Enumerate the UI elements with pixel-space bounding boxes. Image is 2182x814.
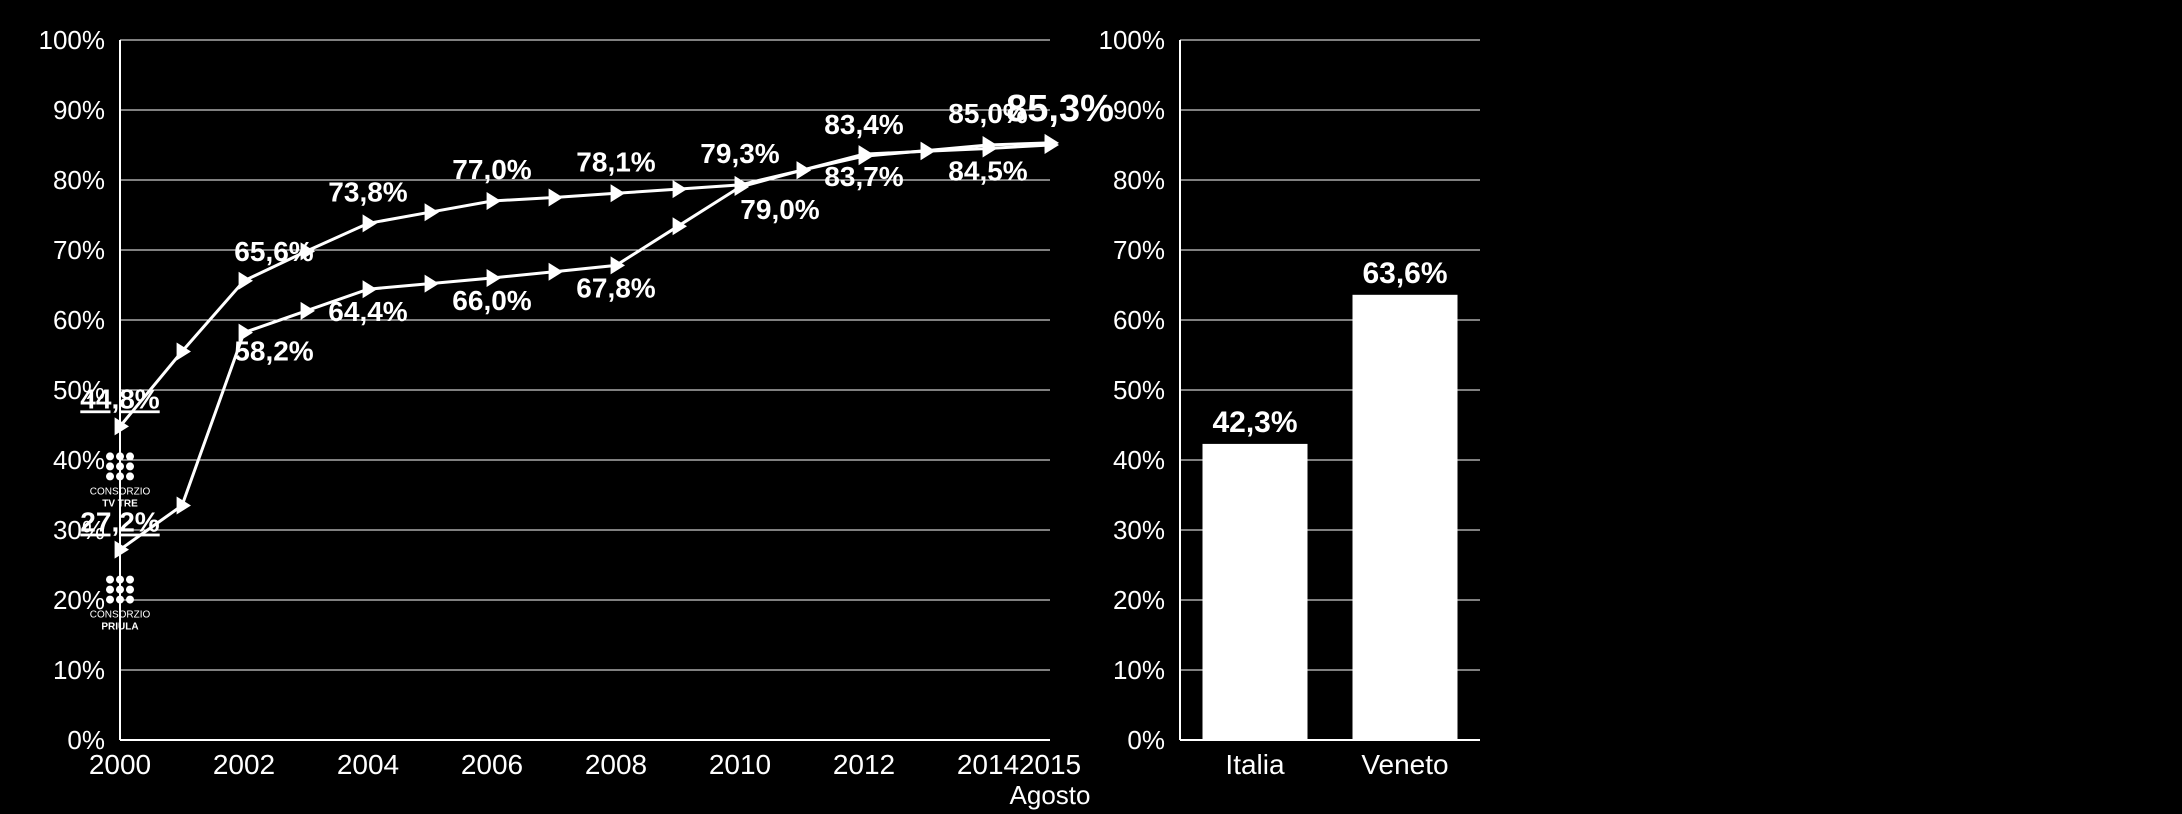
data-label: 66,0% <box>452 285 531 316</box>
y-tick-label: 10% <box>1113 655 1165 685</box>
marker-triangle <box>363 214 377 232</box>
marker-triangle <box>239 272 253 290</box>
dot-icon <box>106 472 114 480</box>
y-tick-label: 40% <box>53 445 105 475</box>
dot-icon <box>116 586 124 594</box>
marker-triangle <box>549 189 563 207</box>
marker-triangle <box>301 302 315 320</box>
bar-category-label: Italia <box>1225 749 1285 780</box>
dot-icon <box>116 472 124 480</box>
y-tick-label: 90% <box>1113 95 1165 125</box>
marker-triangle <box>921 142 935 160</box>
y-tick-label: 20% <box>1113 585 1165 615</box>
bar <box>1203 444 1308 740</box>
chart-svg: 0% 10% 20% 30% 40% 50% 60% 70% 80% 90% 100% 2000 200… <box>0 0 2182 814</box>
y-tick-label: 10% <box>53 655 105 685</box>
x-tick-label: 2014 <box>957 749 1019 780</box>
y-tick-label: 0% <box>1127 725 1165 755</box>
y-tick-label: 80% <box>53 165 105 195</box>
x-tick-label: 2010 <box>709 749 771 780</box>
marker-triangle <box>673 217 687 235</box>
marker-triangle <box>549 263 563 281</box>
data-label: 84,5% <box>948 156 1027 187</box>
dot-icon <box>116 596 124 604</box>
dot-icon <box>106 576 114 584</box>
x-tick-label: 2008 <box>585 749 647 780</box>
data-label: 67,8% <box>576 272 655 303</box>
dot-icon <box>126 586 134 594</box>
data-label: 64,4% <box>328 296 407 327</box>
y-tick-label: 60% <box>1113 305 1165 335</box>
dot-icon <box>116 576 124 584</box>
y-tick-label: 70% <box>53 235 105 265</box>
data-label: 58,2% <box>234 336 313 367</box>
data-label: 79,0% <box>740 194 819 225</box>
dot-icon <box>126 452 134 460</box>
data-label: 77,0% <box>452 154 531 185</box>
dot-icon <box>126 596 134 604</box>
bar-category-label: Veneto <box>1361 749 1448 780</box>
data-label: 27,2% <box>80 507 159 538</box>
bar-chart: 0% 10% 20% 30% 40% 50% 60% 70% 80% 90% 100% 42,3% It… <box>1099 25 1481 780</box>
data-label: 79,3% <box>700 138 779 169</box>
dot-icon <box>116 452 124 460</box>
dot-icon <box>126 462 134 470</box>
y-tick-label: 100% <box>39 25 106 55</box>
y-tick-label: 40% <box>1113 445 1165 475</box>
data-label: 85,3% <box>1006 88 1114 130</box>
marker-triangle <box>797 161 811 179</box>
x-tick-label: 2006 <box>461 749 523 780</box>
marker-triangle <box>487 192 501 210</box>
dot-icon <box>106 586 114 594</box>
y-tick-label: 60% <box>53 305 105 335</box>
icon-label: CONSORZIO <box>90 610 151 621</box>
dot-icon <box>116 462 124 470</box>
marker-triangle <box>425 275 439 293</box>
y-tick-label: 100% <box>1099 25 1166 55</box>
bar-value-label: 42,3% <box>1212 406 1297 439</box>
dot-icon <box>106 452 114 460</box>
marker-triangle <box>611 184 625 202</box>
x-tick-label: 2015 <box>1019 749 1081 780</box>
data-label: 65,6% <box>234 236 313 267</box>
icon-label: CONSORZIO <box>90 486 151 497</box>
chart-canvas: 0% 10% 20% 30% 40% 50% 60% 70% 80% 90% 100% 2000 200… <box>0 0 2182 814</box>
dot-icon <box>106 462 114 470</box>
x-tick-label: 2002 <box>213 749 275 780</box>
y-tick-label: 80% <box>1113 165 1165 195</box>
x-tick-label: 2004 <box>337 749 399 780</box>
dot-icon <box>126 576 134 584</box>
x-tick-label: 2000 <box>89 749 151 780</box>
marker-triangle <box>673 180 687 198</box>
bar <box>1353 295 1458 740</box>
x-tick-sublabel: Agosto <box>1010 780 1091 810</box>
y-tick-label: 70% <box>1113 235 1165 265</box>
dot-icon <box>126 472 134 480</box>
data-label: 83,7% <box>824 161 903 192</box>
series: 27,2% 58,2% 64,4% 66,0% 67,8% 79,0%83,7% 84,5%… <box>80 136 1059 633</box>
marker-triangle <box>425 203 439 221</box>
y-tick-label: 90% <box>53 95 105 125</box>
data-label: 73,8% <box>328 176 407 207</box>
dot-icon <box>106 596 114 604</box>
y-tick-label: 50% <box>1113 375 1165 405</box>
line-chart: 0%10%20%30%40%50%60%70%80%90%100%2000200… <box>39 25 1114 810</box>
data-label: 44,8% <box>80 383 159 414</box>
bar-value-label: 63,6% <box>1362 257 1447 290</box>
data-label: 78,1% <box>576 146 655 177</box>
y-tick-label: 30% <box>1113 515 1165 545</box>
icon-sublabel: PRIULA <box>101 622 138 633</box>
data-label: 83,4% <box>824 109 903 140</box>
x-tick-label: 2012 <box>833 749 895 780</box>
